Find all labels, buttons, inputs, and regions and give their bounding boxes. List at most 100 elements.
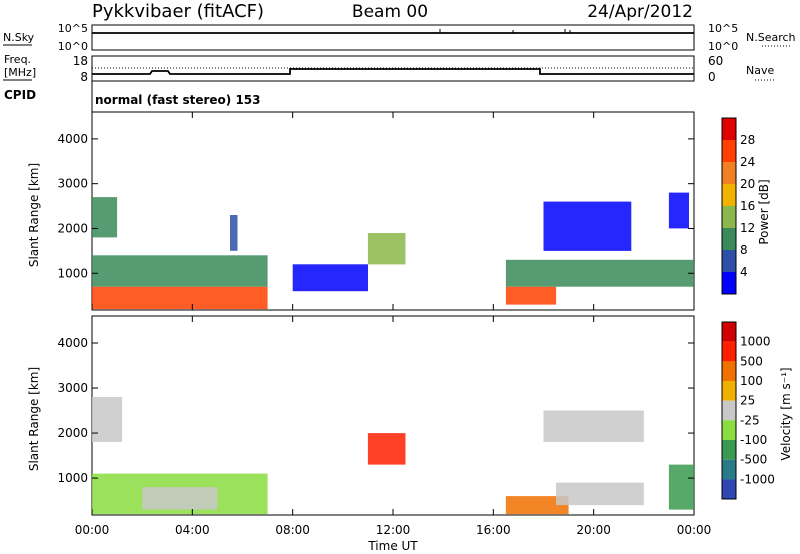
power-ytick-label: 1000 [57,266,88,280]
velocity-colorbar-swatch [722,459,736,480]
time-x-axis: 00:00 04:00 08:00 12:00 16:00 20:00 00:00 [75,112,712,537]
velocity-ytick-label: 2000 [57,426,88,440]
power-ytick-label: 4000 [57,132,88,146]
freq-trace [92,68,694,75]
power-echo-region [92,197,118,238]
velocity-colorbar-tick: -100 [740,433,767,447]
velocity-colorbar-swatch [722,322,736,342]
xtick-label: 04:00 [175,523,210,537]
power-colorbar-swatch [722,162,736,184]
velocity-data-layer [92,397,694,515]
velocity-ytick-label: 3000 [57,381,88,395]
velocity-echo-region [543,410,644,442]
nsky-tick-top: 10^5 [58,22,88,35]
velocity-ytick-label: 1000 [57,471,88,485]
velocity-colorbar-swatch [722,440,736,460]
velocity-colorbar-swatch [722,479,736,499]
power-echo-region [230,215,238,251]
power-colorbar-swatch [722,228,736,250]
nsearch-tick-bottom: 10^0 [708,40,738,53]
power-colorbar-swatch [722,272,736,294]
velocity-colorbar-swatch [722,381,736,401]
cpid-value: normal (fast stereo) 153 [95,93,261,107]
xtick-label: 08:00 [275,523,310,537]
velocity-echo-region [142,487,218,510]
power-echo-region [668,192,689,229]
station-title: Pykkvibaer (fitACF) [92,1,264,22]
power-colorbar-swatch [722,118,736,140]
velocity-colorbar-tick: 25 [740,394,755,408]
power-echo-region [292,264,368,292]
power-colorbar-tick: 28 [740,133,755,147]
velocity-echo-region [367,433,406,465]
velocity-echo-region [556,482,644,506]
freq-label-line1: Freq. [4,53,31,66]
power-colorbar-swatch [722,184,736,206]
nsky-trace-spikes [439,29,571,33]
time-xlabel: Time UT [367,539,418,553]
velocity-colorbar-tick: -500 [740,453,767,467]
power-colorbar-swatch [722,206,736,228]
power-colorbar: 4 8 12 16 20 24 28 [721,117,755,295]
power-colorbar-frame [721,117,737,295]
freq-tick-top: 18 [73,54,88,68]
power-colorbar-swatch [722,250,736,272]
power-echo-region [367,233,406,265]
beam-title: Beam 00 [352,2,428,22]
velocity-colorbar-swatch [722,420,736,440]
nave-tick-top: 60 [708,54,723,68]
velocity-colorbar-swatch [722,400,736,421]
velocity-colorbar-label: Velocity [m s⁻¹] [779,367,793,460]
xtick-label: 12:00 [376,523,411,537]
power-colorbar-swatch [722,140,736,162]
nsearch-label: N.Search [746,31,796,44]
xtick-label: 20:00 [576,523,611,537]
nave-tick-bottom: 0 [708,70,716,84]
power-colorbar-tick: 8 [740,243,748,257]
velocity-ytick-label: 4000 [57,336,88,350]
velocity-colorbar-tick: 500 [740,354,763,368]
power-colorbar-label: Power [dB] [757,179,771,244]
xtick-label: 00:00 [677,523,712,537]
nave-label: Nave [746,64,774,77]
nsky-tick-bottom: 10^0 [58,40,88,53]
nsky-panel [91,24,695,51]
power-echo-region [92,255,268,287]
power-ytick-label: 2000 [57,221,88,235]
freq-label-line2: [MHz] [4,66,36,79]
power-colorbar-tick: 20 [740,177,755,191]
velocity-ylabel: Slant Range [km] [27,367,41,471]
xtick-label: 16:00 [476,523,511,537]
power-colorbar-tick: 12 [740,221,755,235]
power-echo-region [505,286,557,305]
power-data-layer [92,192,694,310]
date-title: 24/Apr/2012 [587,2,693,22]
velocity-colorbar-tick: 100 [740,374,763,388]
power-echo-region [505,259,694,287]
power-ylabel: Slant Range [km] [27,163,41,267]
velocity-colorbar-frame [721,321,737,500]
velocity-colorbar: 1000 500 100 25 -25 -100 -500 -1000 [721,321,775,500]
cpid-label: CPID [4,88,36,102]
power-echo-region [92,286,268,310]
xtick-label: 00:00 [75,523,110,537]
nsearch-tick-top: 10^5 [708,22,738,35]
nsky-label: N.Sky [3,31,35,44]
velocity-colorbar-swatch [722,341,736,362]
power-echo-region [543,201,632,251]
velocity-y-axis: 1000 2000 3000 4000 [57,336,694,485]
power-colorbar-tick: 16 [740,199,755,213]
velocity-colorbar-swatch [722,361,736,381]
power-y-axis: 1000 2000 3000 4000 [57,132,694,280]
power-colorbar-tick: 24 [740,155,755,169]
velocity-echo-region [505,496,569,515]
velocity-colorbar-tick: -1000 [740,472,775,486]
power-ytick-label: 3000 [57,177,88,191]
velocity-echo-region [668,464,694,510]
velocity-echo-region [92,397,123,442]
velocity-colorbar-tick: 1000 [740,335,771,349]
freq-tick-bottom: 8 [80,70,88,84]
velocity-colorbar-tick: -25 [740,413,760,427]
power-colorbar-tick: 4 [740,265,748,279]
